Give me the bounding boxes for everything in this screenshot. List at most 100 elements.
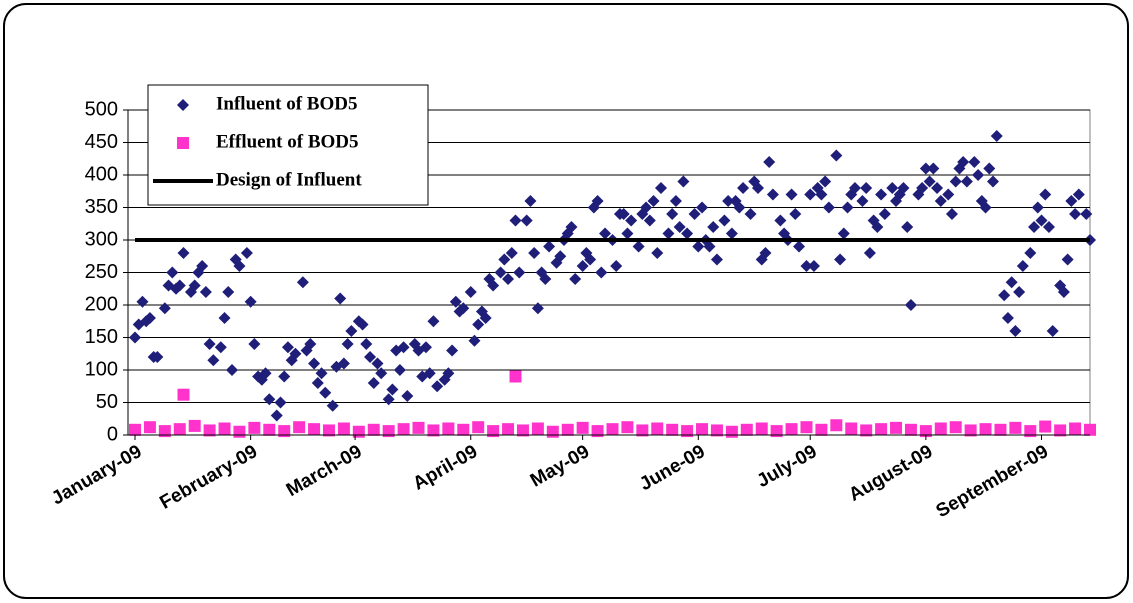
point bbox=[1001, 312, 1014, 324]
point bbox=[904, 423, 917, 436]
point bbox=[337, 422, 350, 435]
point bbox=[296, 276, 309, 289]
point bbox=[696, 201, 709, 214]
point bbox=[401, 390, 414, 402]
point bbox=[293, 421, 306, 434]
point bbox=[449, 295, 462, 308]
point bbox=[199, 286, 212, 298]
point bbox=[923, 175, 936, 188]
point bbox=[576, 421, 589, 434]
point bbox=[830, 149, 843, 162]
point bbox=[942, 188, 955, 201]
point bbox=[643, 214, 656, 227]
point bbox=[1054, 424, 1067, 437]
point bbox=[1028, 221, 1041, 233]
point bbox=[983, 162, 996, 175]
point bbox=[707, 221, 720, 233]
point bbox=[233, 425, 246, 438]
point bbox=[931, 182, 944, 194]
point bbox=[979, 201, 992, 214]
point bbox=[1069, 208, 1082, 220]
point bbox=[710, 424, 723, 437]
point bbox=[669, 195, 682, 207]
point bbox=[927, 162, 940, 175]
point bbox=[681, 425, 694, 438]
point bbox=[520, 214, 533, 227]
point bbox=[188, 419, 201, 432]
point bbox=[487, 279, 500, 292]
point bbox=[498, 253, 511, 266]
point bbox=[722, 195, 735, 207]
point bbox=[860, 424, 873, 437]
point bbox=[341, 338, 354, 350]
point bbox=[218, 422, 231, 435]
point bbox=[561, 423, 574, 436]
point bbox=[916, 182, 929, 194]
point bbox=[143, 421, 156, 434]
point bbox=[1024, 247, 1037, 259]
point bbox=[203, 338, 216, 350]
point bbox=[345, 325, 358, 337]
point bbox=[479, 312, 492, 324]
point bbox=[203, 424, 216, 437]
point bbox=[375, 367, 388, 380]
point bbox=[248, 338, 261, 350]
point bbox=[263, 423, 276, 436]
point bbox=[371, 357, 384, 370]
point bbox=[319, 386, 332, 399]
point bbox=[696, 423, 709, 436]
point bbox=[949, 175, 962, 188]
point bbox=[770, 425, 783, 438]
point bbox=[1035, 214, 1048, 227]
point bbox=[442, 367, 455, 380]
point bbox=[621, 421, 634, 434]
point bbox=[710, 253, 723, 266]
point bbox=[584, 253, 597, 266]
point bbox=[222, 286, 235, 298]
point bbox=[725, 425, 738, 438]
point bbox=[311, 377, 324, 389]
point bbox=[1039, 420, 1052, 433]
point bbox=[964, 424, 977, 437]
point bbox=[382, 425, 395, 438]
point bbox=[725, 227, 738, 240]
point bbox=[1080, 208, 1093, 220]
point bbox=[625, 214, 638, 227]
point bbox=[158, 425, 171, 438]
point bbox=[998, 289, 1011, 302]
point bbox=[688, 208, 701, 220]
y-tick-label: 450 bbox=[85, 131, 118, 153]
point bbox=[531, 302, 544, 315]
point bbox=[539, 273, 552, 285]
point bbox=[502, 273, 515, 285]
y-tick-label: 350 bbox=[85, 196, 118, 218]
y-tick-label: 200 bbox=[85, 293, 118, 315]
point bbox=[759, 247, 772, 259]
point bbox=[334, 292, 347, 305]
point bbox=[863, 247, 876, 259]
point bbox=[692, 240, 705, 253]
point bbox=[834, 253, 847, 266]
point bbox=[681, 227, 694, 240]
y-tick-label: 100 bbox=[85, 358, 118, 380]
point bbox=[945, 208, 958, 220]
point bbox=[412, 421, 425, 434]
y-tick-label: 0 bbox=[107, 423, 118, 445]
point bbox=[457, 302, 470, 315]
point bbox=[737, 182, 750, 194]
point bbox=[468, 334, 481, 347]
point bbox=[524, 195, 537, 207]
point bbox=[815, 423, 828, 436]
point bbox=[1039, 188, 1052, 201]
y-tick-label: 50 bbox=[96, 391, 118, 413]
point bbox=[822, 201, 835, 214]
point bbox=[647, 195, 660, 207]
point bbox=[654, 182, 667, 194]
y-tick-label: 300 bbox=[85, 228, 118, 250]
point bbox=[427, 315, 440, 328]
point bbox=[158, 302, 171, 315]
legend-label: Effluent of BOD5 bbox=[216, 131, 359, 152]
point bbox=[1046, 325, 1059, 337]
point bbox=[225, 364, 238, 376]
point bbox=[875, 423, 888, 436]
